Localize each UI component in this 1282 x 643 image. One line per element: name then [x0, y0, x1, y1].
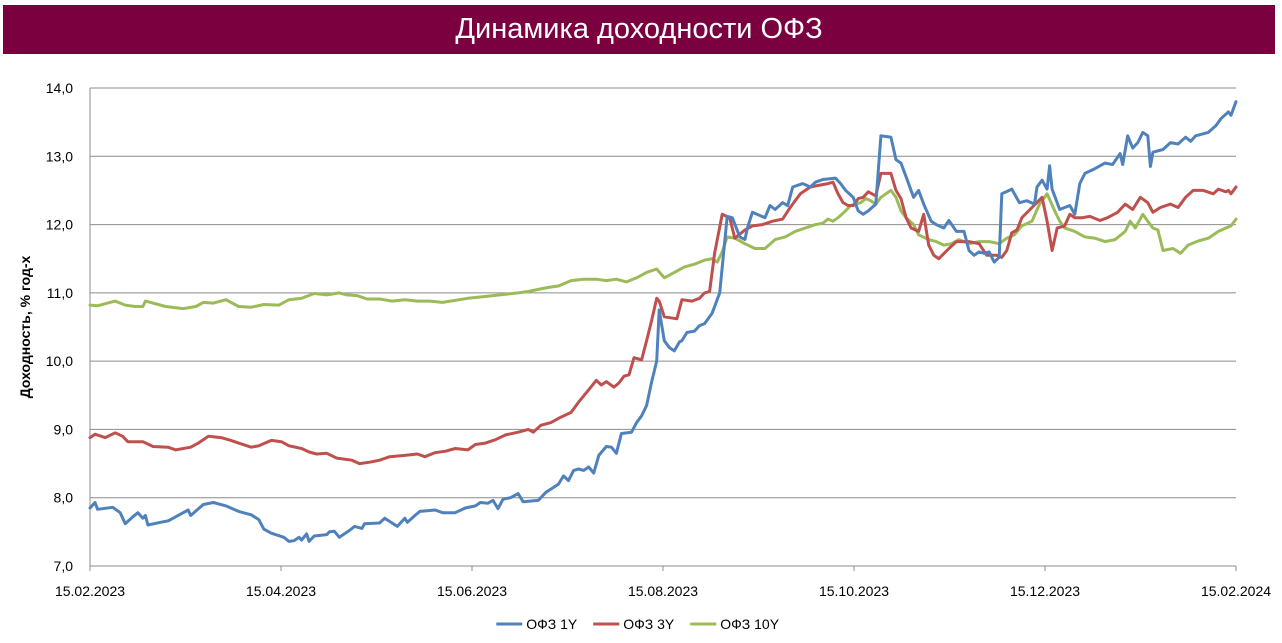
- x-tick-label: 15.02.2024: [1201, 583, 1271, 599]
- series-line-ОФЗ-1Y: [88, 100, 1238, 543]
- title-banner: Динамика доходности ОФЗ: [3, 5, 1275, 54]
- y-tick-label: 13,0: [46, 148, 73, 164]
- y-tick-label: 8,0: [54, 490, 74, 506]
- legend-label: ОФЗ 10Y: [720, 616, 779, 632]
- x-tick-label: 15.12.2023: [1010, 583, 1080, 599]
- chart-title: Динамика доходности ОФЗ: [455, 13, 823, 45]
- y-tick-label: 12,0: [46, 217, 73, 233]
- legend-label: ОФЗ 3Y: [623, 616, 675, 632]
- y-tick-label: 10,0: [46, 353, 73, 369]
- y-tick-label: 7,0: [54, 558, 74, 574]
- y-tick-label: 14,0: [46, 80, 73, 96]
- series-line-ОФЗ-10Y: [88, 188, 1238, 311]
- x-tick-label: 15.02.2023: [55, 583, 125, 599]
- y-tick-label: 11,0: [47, 285, 73, 301]
- y-axis-label: Доходность, % год-х: [17, 255, 33, 398]
- x-tick-label: 15.08.2023: [628, 583, 698, 599]
- x-tick-label: 15.06.2023: [437, 583, 507, 599]
- series-line-ОФЗ-3Y: [88, 171, 1238, 466]
- x-tick-label: 15.04.2023: [246, 583, 316, 599]
- y-tick-label: 9,0: [54, 421, 74, 437]
- x-tick-label: 15.10.2023: [819, 583, 889, 599]
- legend-label: ОФЗ 1Y: [526, 616, 578, 632]
